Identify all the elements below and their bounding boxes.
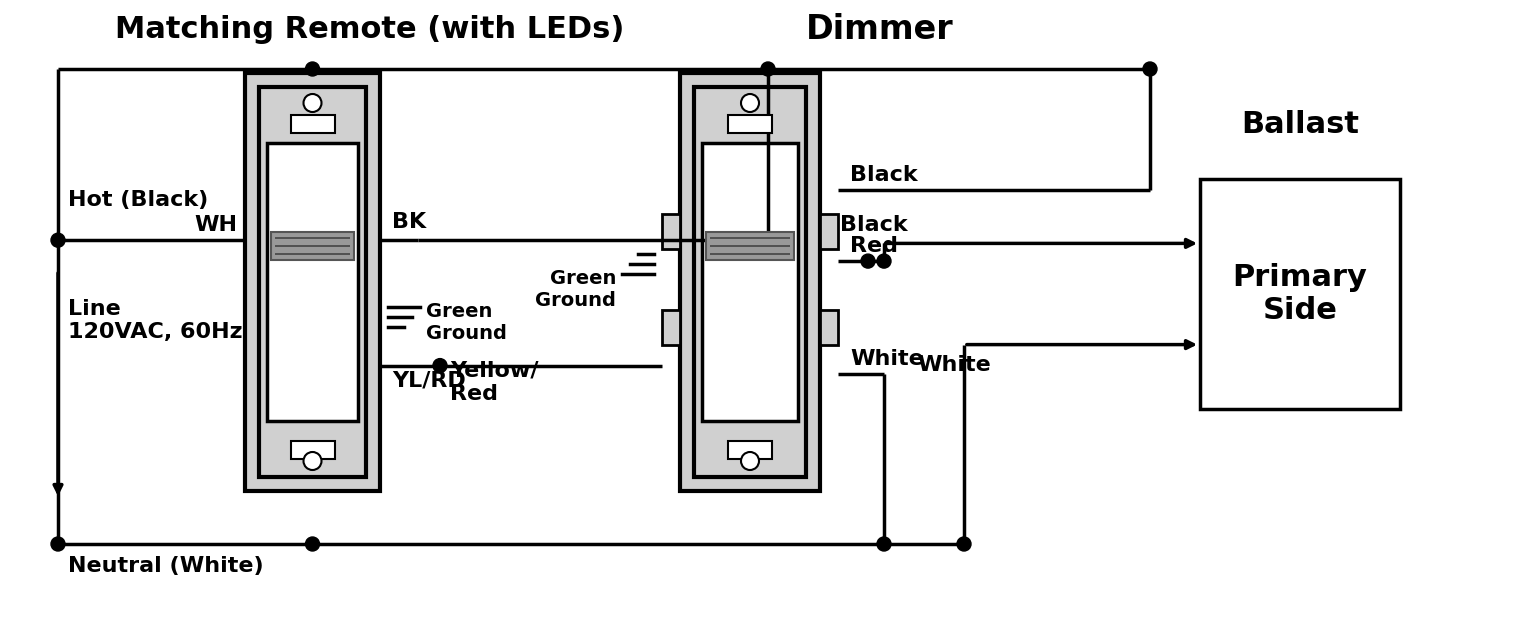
Bar <box>662 213 680 249</box>
Bar <box>728 441 773 459</box>
Circle shape <box>740 94 759 112</box>
Circle shape <box>303 94 322 112</box>
Circle shape <box>877 537 891 551</box>
Text: Black: Black <box>850 165 917 185</box>
Bar <box>291 441 334 459</box>
Text: WH: WH <box>194 215 237 235</box>
Bar <box>820 213 839 249</box>
Circle shape <box>760 62 776 76</box>
Bar <box>271 232 354 260</box>
Circle shape <box>860 254 876 268</box>
Text: Red: Red <box>850 236 897 256</box>
Text: Dimmer: Dimmer <box>806 13 954 45</box>
Text: White: White <box>850 349 923 369</box>
Circle shape <box>877 254 891 268</box>
Circle shape <box>1143 62 1157 76</box>
Text: Green
Ground: Green Ground <box>536 268 616 310</box>
Bar <box>662 310 680 344</box>
Circle shape <box>306 62 320 76</box>
Text: Neutral (White): Neutral (White) <box>68 556 263 576</box>
Bar <box>291 115 334 133</box>
Bar <box>259 87 366 477</box>
Text: Matching Remote (with LEDs): Matching Remote (with LEDs) <box>115 15 625 43</box>
Circle shape <box>957 537 971 551</box>
Circle shape <box>306 537 320 551</box>
Bar <box>702 143 799 421</box>
Bar <box>1200 179 1400 409</box>
Text: Green
Ground: Green Ground <box>426 302 506 343</box>
Circle shape <box>432 358 446 373</box>
Bar <box>820 310 839 344</box>
Bar <box>245 73 380 491</box>
Bar <box>680 73 820 491</box>
Text: YL/RD: YL/RD <box>392 371 466 390</box>
Circle shape <box>303 452 322 470</box>
Text: Yellow/
Red: Yellow/ Red <box>449 360 539 404</box>
Circle shape <box>51 537 65 551</box>
Text: Hot (Black): Hot (Black) <box>68 190 208 210</box>
Circle shape <box>740 452 759 470</box>
Bar <box>706 232 794 260</box>
Text: Ballast: Ballast <box>1240 109 1359 139</box>
Bar <box>728 115 773 133</box>
Bar <box>266 143 359 421</box>
Text: White: White <box>917 355 991 374</box>
Text: BK: BK <box>392 212 426 232</box>
Text: Black: Black <box>840 215 908 235</box>
Text: Line
120VAC, 60Hz: Line 120VAC, 60Hz <box>68 298 243 342</box>
Text: Primary
Side: Primary Side <box>1233 263 1368 325</box>
Bar <box>694 87 806 477</box>
Circle shape <box>51 233 65 247</box>
